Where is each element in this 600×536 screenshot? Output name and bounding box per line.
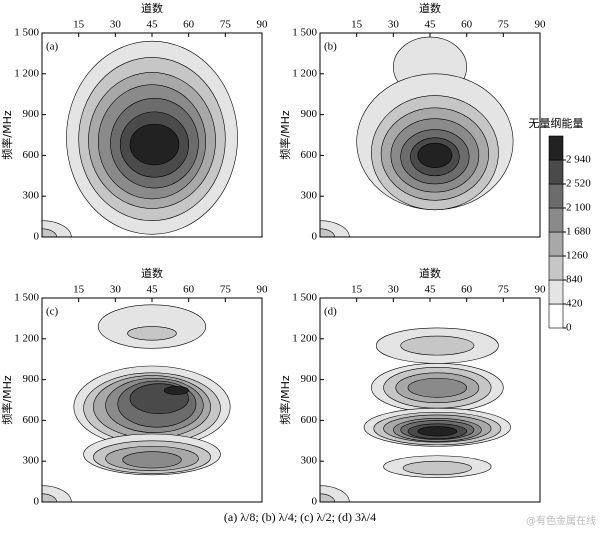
- colorbar-tick-label: 2 520: [566, 178, 591, 190]
- panel-label: (b): [324, 41, 337, 53]
- colorbar-tick-label: 1260: [566, 250, 589, 262]
- y-tick-label: 1 500: [292, 27, 317, 39]
- contours: [42, 40, 238, 237]
- x-tick-label: 75: [498, 284, 510, 296]
- x-tick-label: 60: [183, 284, 195, 296]
- colorbar-tick-label: 2 100: [566, 202, 591, 214]
- contours: [320, 327, 511, 502]
- colorbar-title: 无量纲能量: [529, 116, 584, 130]
- y-tick-label: 300: [301, 190, 318, 202]
- colorbar-tick-label: 840: [566, 274, 583, 286]
- colorbar-bin: [548, 135, 564, 161]
- x-tick-label: 30: [110, 19, 122, 31]
- contours: [320, 36, 514, 237]
- x-tick-label: 90: [535, 19, 547, 31]
- x-tick-label: 75: [220, 19, 232, 31]
- x-axis-label: 道数: [141, 266, 163, 280]
- y-tick-label: 0: [34, 231, 40, 243]
- y-tick-label: 600: [23, 414, 40, 426]
- x-tick-label: 45: [425, 284, 437, 296]
- colorbar-bin: [548, 279, 564, 305]
- x-tick-label: 75: [220, 284, 232, 296]
- x-tick-label: 15: [351, 19, 363, 31]
- y-tick-label: 0: [312, 496, 318, 508]
- y-tick-label: 900: [301, 108, 318, 120]
- y-tick-label: 0: [312, 231, 318, 243]
- x-tick-label: 45: [147, 19, 159, 31]
- contour-region: [122, 451, 182, 469]
- x-tick-label: 30: [110, 284, 122, 296]
- colorbar-tick-label: 0: [566, 322, 572, 334]
- x-tick-label: 90: [257, 284, 269, 296]
- y-tick-label: 1 500: [14, 27, 39, 39]
- colorbar-bin: [548, 159, 564, 185]
- contour-region: [402, 460, 472, 476]
- y-axis-label: 频率/MHz: [0, 110, 14, 159]
- y-tick-label: 300: [23, 455, 40, 467]
- y-tick-label: 1 200: [14, 332, 39, 344]
- x-axis-label: 道数: [141, 1, 163, 15]
- x-axis-label: 道数: [419, 1, 441, 15]
- x-tick-label: 60: [461, 19, 473, 31]
- contour-region: [129, 123, 180, 166]
- x-tick-label: 90: [257, 19, 269, 31]
- x-tick-label: 15: [73, 19, 85, 31]
- y-tick-label: 300: [301, 455, 318, 467]
- contours: [42, 304, 231, 502]
- y-tick-label: 300: [23, 190, 40, 202]
- colorbar-bin: [548, 183, 564, 209]
- contour-region: [417, 142, 453, 168]
- colorbar-bin: [548, 207, 564, 233]
- x-tick-label: 90: [535, 284, 547, 296]
- watermark: @有色金属在线: [526, 514, 596, 527]
- y-tick-label: 600: [301, 149, 318, 161]
- contour-region: [163, 386, 189, 395]
- colorbar-tick-label: 420: [566, 298, 583, 310]
- y-axis-label: 频率/MHz: [278, 110, 292, 159]
- y-tick-label: 1 200: [292, 67, 317, 79]
- y-tick-label: 900: [23, 373, 40, 385]
- y-tick-label: 1 200: [14, 67, 39, 79]
- y-tick-label: 1 500: [292, 292, 317, 304]
- panel-label: (d): [324, 306, 337, 318]
- colorbar-tick-label: 1 680: [566, 226, 591, 238]
- colorbar-bin: [548, 231, 564, 257]
- colorbar-tick-label: 2 940: [566, 154, 591, 166]
- y-axis-label: 频率/MHz: [278, 375, 292, 424]
- colorbar-bin: [548, 255, 564, 281]
- x-tick-label: 75: [498, 19, 510, 31]
- contour-region: [417, 426, 458, 437]
- panel-label: (c): [46, 306, 59, 318]
- x-tick-label: 60: [461, 284, 473, 296]
- x-tick-label: 15: [351, 284, 363, 296]
- caption: (a) λ/8; (b) λ/4; (c) λ/2; (d) 3λ/4: [224, 510, 376, 524]
- x-tick-label: 45: [425, 19, 437, 31]
- panel-label: (a): [46, 41, 59, 53]
- y-tick-label: 600: [23, 149, 40, 161]
- y-tick-label: 600: [301, 414, 318, 426]
- x-tick-label: 30: [388, 19, 400, 31]
- contour-region: [400, 335, 475, 356]
- y-tick-label: 0: [34, 496, 40, 508]
- y-tick-label: 900: [23, 108, 40, 120]
- y-tick-label: 1 500: [14, 292, 39, 304]
- y-tick-label: 1 200: [292, 332, 317, 344]
- x-tick-label: 15: [73, 284, 85, 296]
- x-axis-label: 道数: [419, 266, 441, 280]
- y-axis-label: 频率/MHz: [0, 375, 14, 424]
- contour-region: [127, 326, 177, 341]
- x-tick-label: 60: [183, 19, 195, 31]
- x-tick-label: 30: [388, 284, 400, 296]
- contour-region: [407, 377, 467, 398]
- x-tick-label: 45: [147, 284, 159, 296]
- colorbar-bin: [548, 303, 564, 329]
- y-tick-label: 900: [301, 373, 318, 385]
